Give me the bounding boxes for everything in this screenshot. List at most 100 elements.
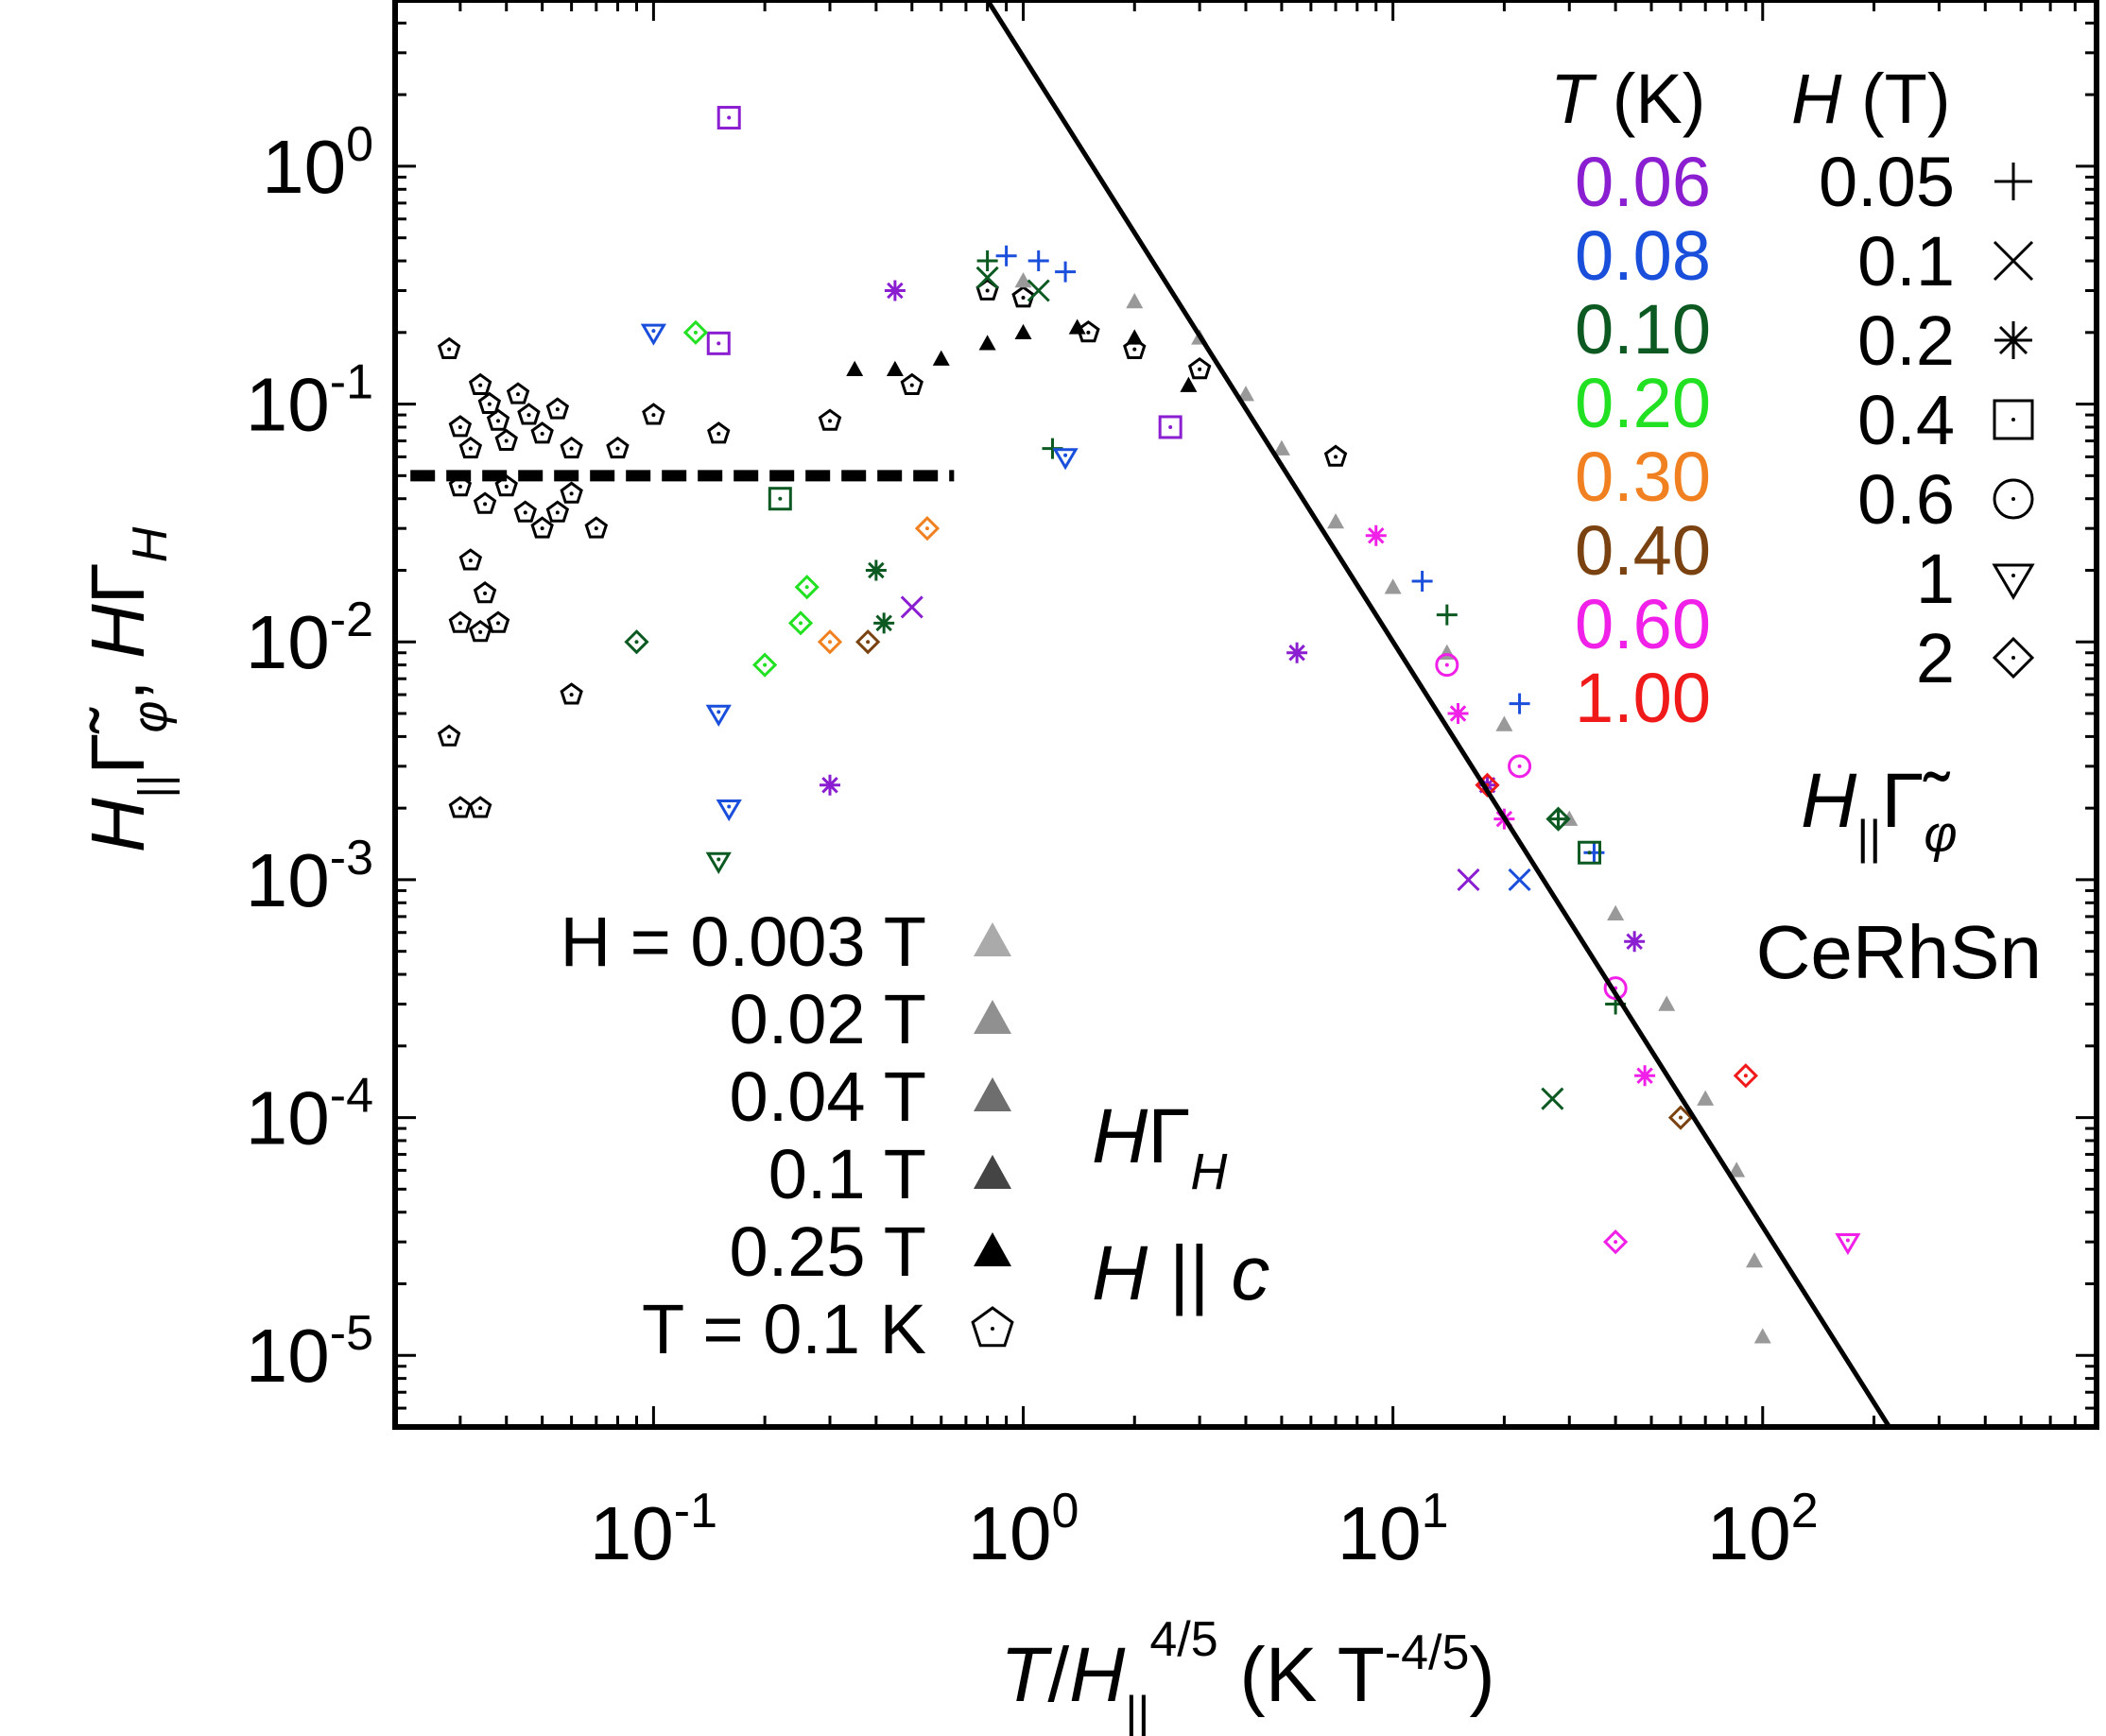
data-point-s14-p2 [716,799,742,822]
data-point-s3-p1 [1027,250,1049,272]
data-point-s11-p2 [1158,415,1182,439]
legend-gamma-h-entry: T = 0.1 K [642,1290,926,1368]
legend-h-entry: 2 [1916,619,1955,697]
data-point-s2-p7 [1180,376,1198,392]
legend-t-entry: 0.10 [1575,290,1711,369]
data-point-s0-p22 [468,619,492,643]
data-point-s5-p1 [1027,279,1050,302]
legend-t-entry: 0.08 [1575,216,1711,295]
x-axis: 10-1 100 101 102 [393,0,2098,1575]
legend-h-marker [1994,321,2032,359]
data-point-s3-p0 [995,245,1017,266]
data-point-s0-p7 [506,382,530,404]
legend-temperature: 0.060.080.100.200.300.400.601.00 [1575,143,1711,737]
legend-h-marker [1993,240,2034,282]
data-point-s0-p24 [560,682,583,705]
data-point-s0-p32 [818,408,842,431]
legend-gamma-h-marker [974,922,1011,956]
data-point-s22-p1 [1545,806,1571,832]
data-point-s18-p0 [817,629,843,655]
data-point-s14-p1 [705,704,732,727]
data-point-s16-p0 [1835,1232,1861,1256]
gamma-phi-label: H||Γ̃φ [1801,758,1958,864]
data-point-s22-p0 [624,629,649,655]
data-point-s7-p1 [1457,868,1480,891]
data-point-s0-p37 [1123,336,1147,359]
legend-gamma-h-entry: H = 0.003 T [561,902,926,981]
legend-gamma-h-entry: 0.25 T [730,1212,926,1291]
y-axis-label: H||Γ̃φ, HΓH [76,526,181,852]
x-tick-label: 10-1 [590,1484,717,1575]
data-point-s0-p4 [477,391,502,414]
data-point-s17-p1 [752,652,778,678]
legend-h-entry: 0.4 [1857,381,1955,459]
data-point-s11-p1 [706,331,731,355]
data-point-s0-p20 [473,581,497,604]
legend-h-marker [1992,563,2035,600]
data-point-s0-p29 [606,436,630,459]
x-tick-label: 102 [1707,1484,1819,1575]
legend-gamma-h-marker [974,1000,1011,1034]
power-law-line [985,0,1891,1427]
legend-t-entry: 0.60 [1575,585,1711,663]
data-point-s1-p8 [1495,715,1513,731]
y-tick-label: 10-4 [246,1069,373,1160]
data-point-s14-p0 [640,323,667,346]
data-point-s3-p4 [1509,693,1530,714]
legend-h-entry: 0.05 [1819,143,1955,221]
legend-t-header: T (K) [1550,60,1705,138]
material-label: CeRhSn [1756,910,2042,994]
y-tick-label: 100 [262,117,373,209]
data-point-s2-p3 [978,335,996,351]
data-point-s0-p21 [448,610,473,633]
data-point-s2-p4 [1014,323,1032,340]
data-point-s4-p2 [1436,604,1458,626]
data-point-s20-p0 [1733,1063,1759,1089]
data-point-s19-p1 [1667,1105,1694,1130]
legend-h-entry: 0.1 [1857,222,1955,301]
data-point-s1-p11 [1658,995,1676,1011]
data-point-s0-p17 [545,500,570,523]
y-tick-label: 10-5 [246,1306,373,1398]
legend-gamma-h-marker [974,1232,1011,1266]
data-point-s0-p25 [437,724,461,747]
data-point-s0-p12 [448,473,473,497]
legend-h-header: H (T) [1791,60,1951,138]
data-point-s3-p5 [1583,842,1605,864]
data-point-s17-p2 [787,610,814,636]
data-point-s0-p35 [1011,285,1035,308]
data-point-s0-p1 [448,415,473,438]
legend-gamma-h-marker [974,1077,1011,1111]
data-point-s2-p0 [846,360,864,376]
legend-h-entry: 0.6 [1857,460,1955,539]
legend-gamma-h-entry: 0.1 T [768,1135,926,1213]
legend-gamma-h-entry: 0.04 T [730,1057,926,1136]
data-point-s15-p0 [705,851,732,874]
legend-gamma-h-marker [974,1155,1011,1189]
data-point-s0-p38 [1187,356,1212,380]
legend-gamma-h-entry: 0.02 T [730,980,926,1058]
data-point-s13-p0 [1435,653,1459,678]
data-point-s0-p13 [473,491,497,514]
legend-t-entry: 0.20 [1575,364,1711,442]
legend-h-marker [1993,399,2034,440]
field-direction-label: H || c [1092,1230,1269,1316]
data-point-s11-p0 [716,106,741,130]
legend-gamma-h: H = 0.003 T0.02 T0.04 T0.1 T0.25 TT = 0.… [561,902,1014,1368]
data-point-s2-p1 [886,360,904,376]
data-point-s21-p0 [1603,1229,1629,1255]
data-point-s1-p5 [1327,513,1345,529]
data-point-s1-p13 [1728,1161,1746,1177]
data-point-s5-p2 [1541,1087,1564,1110]
data-point-s0-p5 [486,408,510,431]
data-point-s0-p18 [560,481,583,504]
gamma-h-label: HΓH [1092,1093,1228,1200]
data-point-s2-p5 [1068,318,1086,335]
data-point-s0-p6 [494,428,518,451]
data-point-s10-p0 [865,559,887,581]
data-point-s8-p4 [1624,931,1646,953]
data-point-s0-p16 [530,516,554,539]
data-point-s8-p1 [1286,642,1308,663]
data-point-s1-p15 [1753,1328,1771,1344]
